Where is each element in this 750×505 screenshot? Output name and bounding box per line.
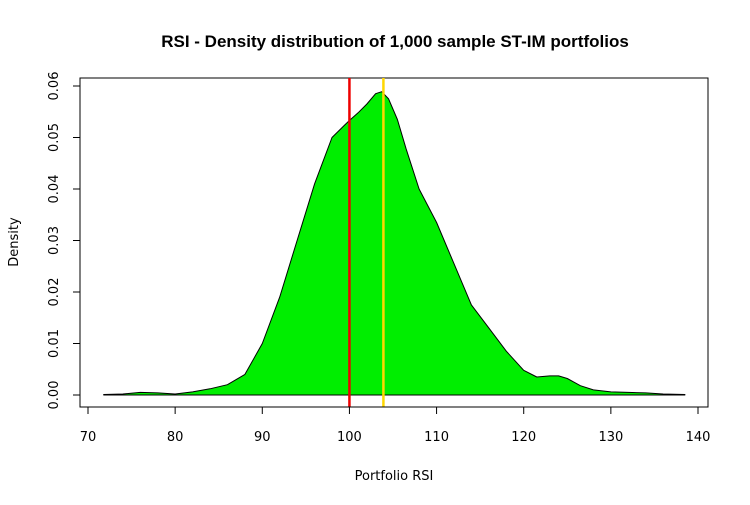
chart-title: RSI - Density distribution of 1,000 samp… bbox=[161, 32, 629, 51]
x-tick-label-110: 110 bbox=[424, 430, 449, 445]
y-tick-label-5: 0.05 bbox=[47, 123, 62, 152]
x-tick-label-120: 120 bbox=[511, 430, 536, 445]
y-tick-label-4: 0.04 bbox=[47, 175, 62, 204]
y-axis-label: Density bbox=[7, 217, 22, 267]
plot-area bbox=[103, 78, 686, 407]
y-tick-label-2: 0.02 bbox=[47, 278, 62, 307]
x-tick-label-140: 140 bbox=[686, 430, 711, 445]
y-axis: 0.00 0.01 0.02 0.03 0.04 0.05 0.06 bbox=[47, 72, 81, 410]
y-tick-label-1: 0.01 bbox=[47, 329, 62, 358]
x-tick-label-130: 130 bbox=[598, 430, 623, 445]
density-area-0 bbox=[103, 91, 686, 396]
x-axis: 70 80 90 100 110 120 130 140 bbox=[80, 406, 711, 445]
x-tick-label-80: 80 bbox=[167, 430, 184, 445]
x-axis-label: Portfolio RSI bbox=[355, 469, 434, 484]
y-tick-label-0: 0.00 bbox=[47, 381, 62, 410]
x-tick-label-70: 70 bbox=[80, 430, 97, 445]
y-tick-label-6: 0.06 bbox=[47, 72, 62, 101]
x-tick-label-100: 100 bbox=[337, 430, 362, 445]
x-tick-label-90: 90 bbox=[254, 430, 271, 445]
y-tick-label-3: 0.03 bbox=[47, 226, 62, 255]
